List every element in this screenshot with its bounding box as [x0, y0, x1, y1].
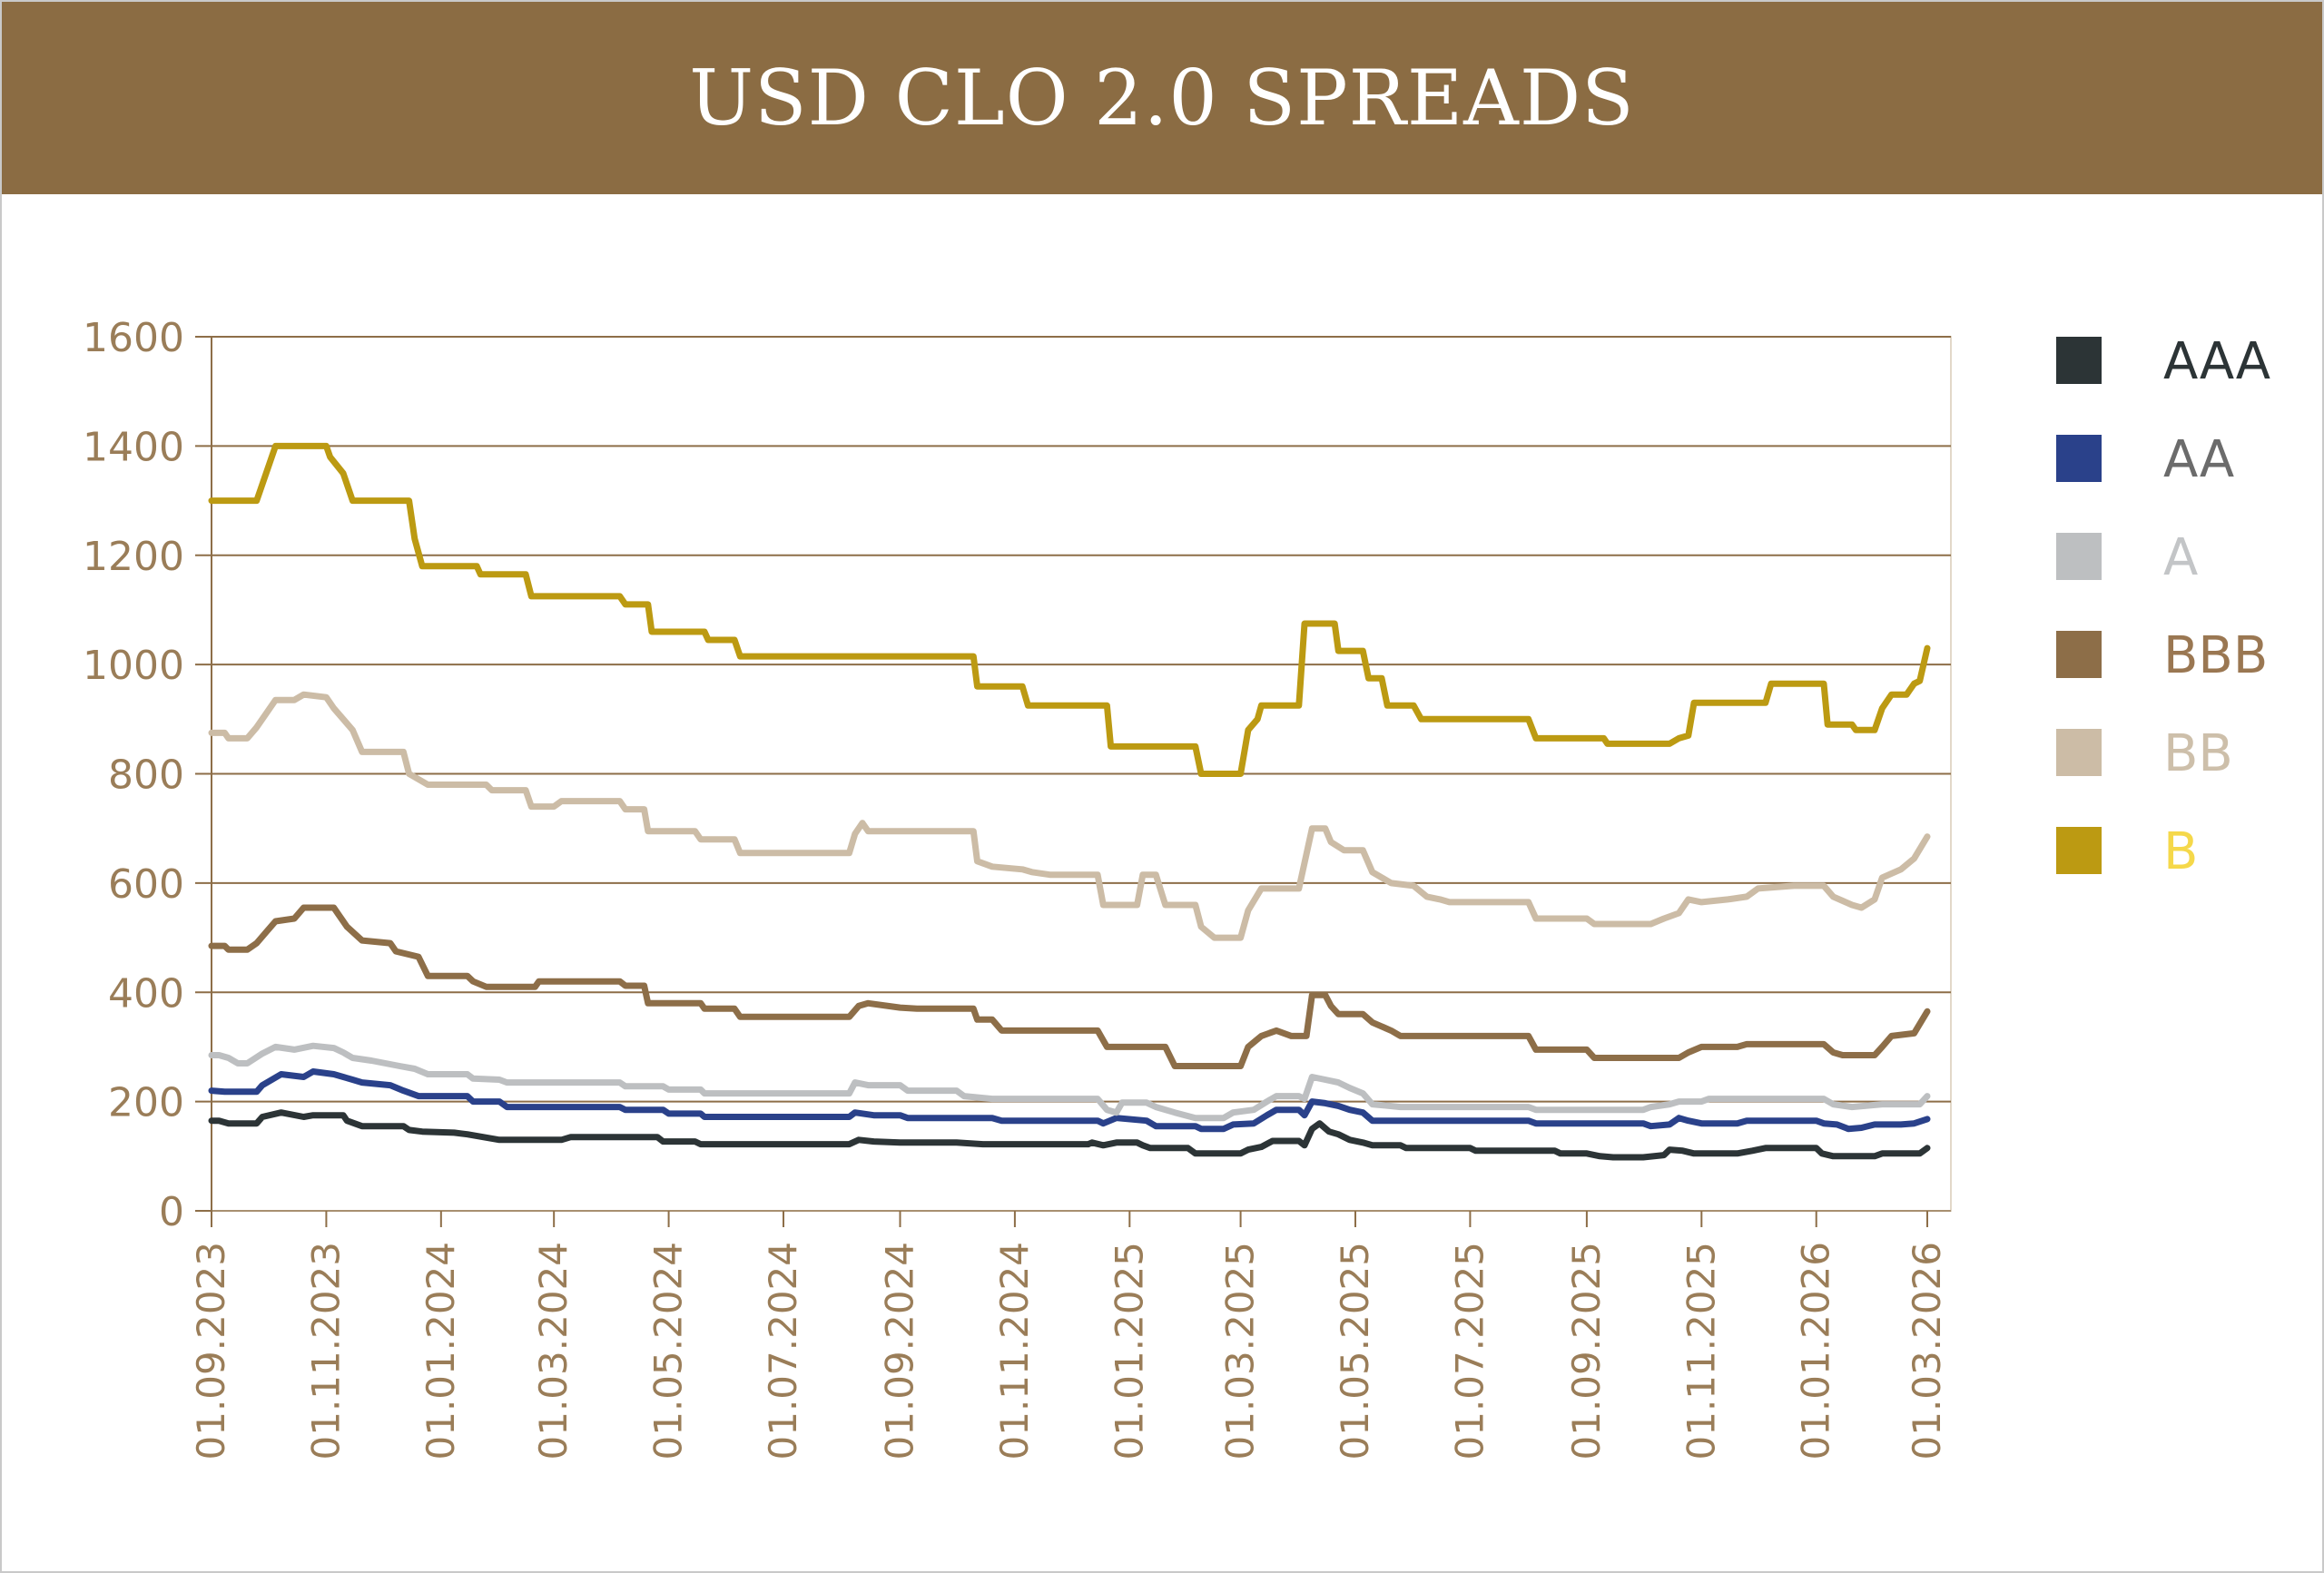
- x-tick-label: 01.05.2024: [646, 1242, 691, 1460]
- legend-swatch-bbb: [2056, 631, 2102, 678]
- x-tick-label: 01.11.2025: [1679, 1242, 1723, 1460]
- legend-label-aaa: AAA: [2163, 332, 2270, 391]
- y-tick-label: 200: [108, 1080, 184, 1126]
- x-tick-label: 01.07.2024: [761, 1242, 805, 1460]
- legend-swatch-a: [2056, 533, 2102, 580]
- series-lines: [208, 442, 1931, 1161]
- x-tick-label: 01.01.2025: [1107, 1242, 1151, 1460]
- x-tick-label: 01.09.2025: [1564, 1242, 1609, 1460]
- y-tick-label: 600: [108, 861, 184, 908]
- y-axis: 0 200 400 600 800 1000 1200 1400 1600: [83, 315, 212, 1235]
- legend-label-a: A: [2163, 528, 2198, 587]
- series-line-bbb: [208, 904, 1931, 1069]
- legend-label-b: B: [2163, 822, 2198, 881]
- series-line-a: [208, 1042, 1931, 1122]
- title-bar: USD CLO 2.0 SPREADS: [2, 2, 2322, 194]
- x-tick-label: 01.11.2024: [992, 1242, 1037, 1460]
- series-line-b: [208, 442, 1931, 777]
- x-tick-label: 01.01.2026: [1794, 1242, 1838, 1460]
- x-axis: 01.09.2023 01.11.2023 01.01.2024 01.03.2024…: [189, 1211, 1949, 1460]
- y-tick-label: 400: [108, 970, 184, 1017]
- y-tick-label: 1600: [83, 315, 184, 361]
- legend-swatch-aaa: [2056, 337, 2102, 384]
- y-tick-label: 800: [108, 752, 184, 799]
- series-line-aa: [208, 1068, 1931, 1133]
- legend-label-aa: AA: [2163, 430, 2234, 489]
- y-tick-label: 0: [159, 1189, 184, 1235]
- x-tick-label: 01.05.2025: [1333, 1242, 1377, 1460]
- series-line-bb: [208, 691, 1931, 941]
- x-tick-label: 01.09.2024: [877, 1242, 921, 1460]
- legend-swatch-bb: [2056, 729, 2102, 776]
- x-tick-label: 01.07.2025: [1447, 1242, 1492, 1460]
- x-tick-label: 01.09.2023: [189, 1242, 233, 1460]
- x-tick-label: 01.11.2023: [303, 1242, 348, 1460]
- legend-swatch-b: [2056, 827, 2102, 874]
- y-tick-label: 1400: [83, 424, 184, 470]
- x-tick-label: 01.03.2025: [1218, 1242, 1263, 1460]
- x-tick-label: 01.03.2024: [531, 1242, 576, 1460]
- chart-title: USD CLO 2.0 SPREADS: [689, 54, 1635, 143]
- legend-label-bbb: BBB: [2163, 626, 2268, 685]
- series-line-aaa: [208, 1109, 1931, 1161]
- legend-label-bb: BB: [2163, 724, 2233, 783]
- x-tick-label: 01.01.2024: [419, 1242, 463, 1460]
- y-tick-label: 1000: [83, 643, 184, 689]
- legend-swatch-aa: [2056, 435, 2102, 482]
- y-tick-label: 1200: [83, 534, 184, 580]
- x-tick-label: 01.03.2026: [1905, 1242, 1949, 1460]
